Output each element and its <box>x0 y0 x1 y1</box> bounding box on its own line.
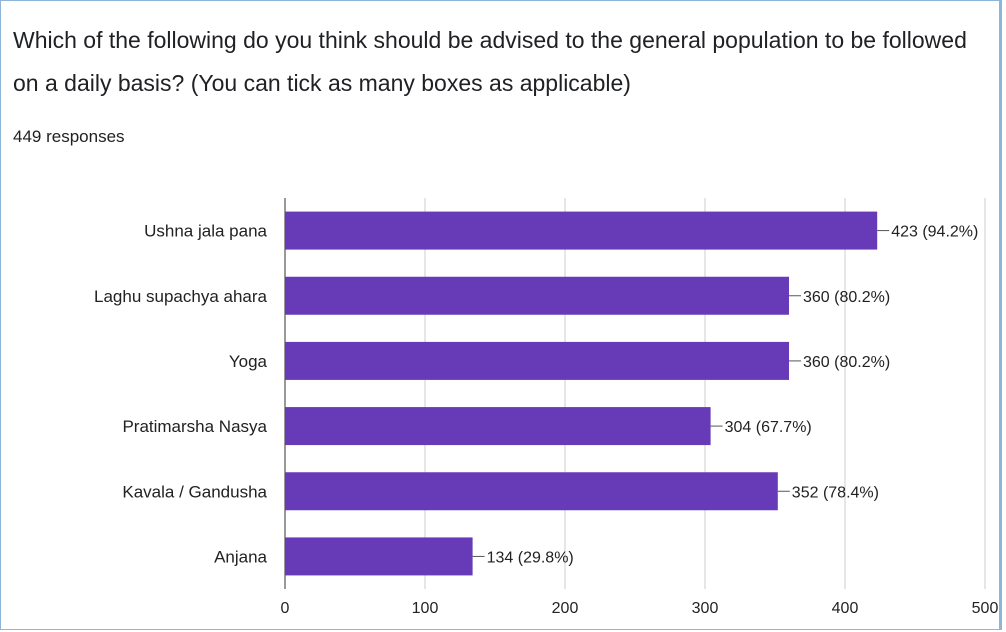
data-label: 352 (78.4%) <box>792 484 879 501</box>
bar <box>285 276 789 315</box>
data-label: 304 (67.7%) <box>725 419 812 436</box>
x-tick-label: 100 <box>412 600 439 617</box>
x-tick-label: 500 <box>972 600 999 617</box>
category-label: Kavala / Gandusha <box>122 482 267 501</box>
bar <box>285 472 778 511</box>
x-tick-label: 200 <box>552 600 579 617</box>
category-label: Anjana <box>214 547 267 566</box>
bar <box>285 537 473 576</box>
response-count: 449 responses <box>13 127 125 146</box>
data-label: 134 (29.8%) <box>487 549 574 566</box>
x-tick-label: 300 <box>692 600 719 617</box>
category-label: Pratimarsha Nasya <box>122 417 267 436</box>
question-title: Which of the following do you think shou… <box>13 27 967 96</box>
data-label: 423 (94.2%) <box>891 224 978 241</box>
data-label: 360 (80.2%) <box>803 289 890 306</box>
bar <box>285 407 711 446</box>
x-tick-label: 400 <box>832 600 859 617</box>
bar <box>285 341 789 380</box>
category-label: Ushna jala pana <box>144 222 267 241</box>
category-label: Yoga <box>229 352 268 371</box>
category-label: Laghu supachya ahara <box>94 287 268 306</box>
x-tick-label: 0 <box>281 600 290 617</box>
bar <box>285 211 878 250</box>
data-label: 360 (80.2%) <box>803 354 890 371</box>
